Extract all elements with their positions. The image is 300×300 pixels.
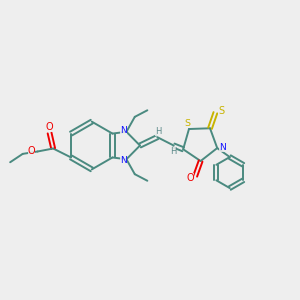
- Text: N: N: [120, 156, 127, 165]
- Text: O: O: [45, 122, 53, 132]
- Text: O: O: [28, 146, 35, 156]
- Text: H: H: [170, 147, 176, 156]
- Text: H: H: [155, 127, 161, 136]
- Text: N: N: [219, 143, 226, 152]
- Text: S: S: [218, 106, 224, 116]
- Text: S: S: [184, 119, 190, 128]
- Text: N: N: [120, 126, 127, 135]
- Text: O: O: [186, 173, 194, 183]
